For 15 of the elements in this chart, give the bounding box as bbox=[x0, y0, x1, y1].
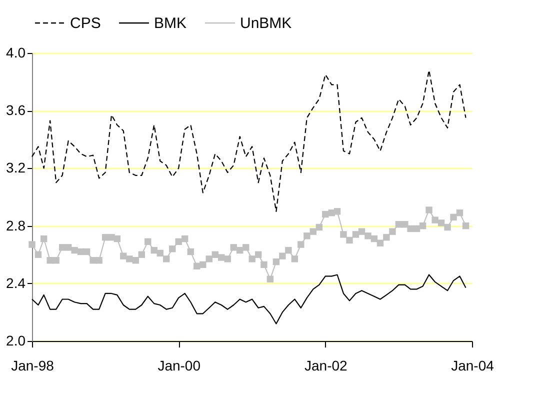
y-tick-label: 2.8 bbox=[6, 217, 26, 234]
y-tick-label: 4.0 bbox=[6, 44, 26, 60]
x-tick-label: Jan-00 bbox=[158, 358, 201, 374]
legend-label: UnBMK bbox=[240, 15, 292, 32]
line-series bbox=[31, 70, 466, 212]
legend-label: CPS bbox=[70, 15, 101, 32]
x-tick-label: Jan-04 bbox=[451, 358, 494, 374]
y-tick-label: 3.6 bbox=[6, 102, 26, 118]
y-tick-label: 2.0 bbox=[6, 332, 26, 348]
y-tick-label: 3.2 bbox=[6, 160, 26, 176]
x-tick-label: Jan-98 bbox=[11, 358, 54, 374]
line-series bbox=[31, 274, 466, 324]
legend-label: BMK bbox=[154, 15, 187, 32]
x-tick-label: Jan-02 bbox=[304, 358, 348, 374]
y-tick-label: 2.4 bbox=[6, 274, 26, 291]
